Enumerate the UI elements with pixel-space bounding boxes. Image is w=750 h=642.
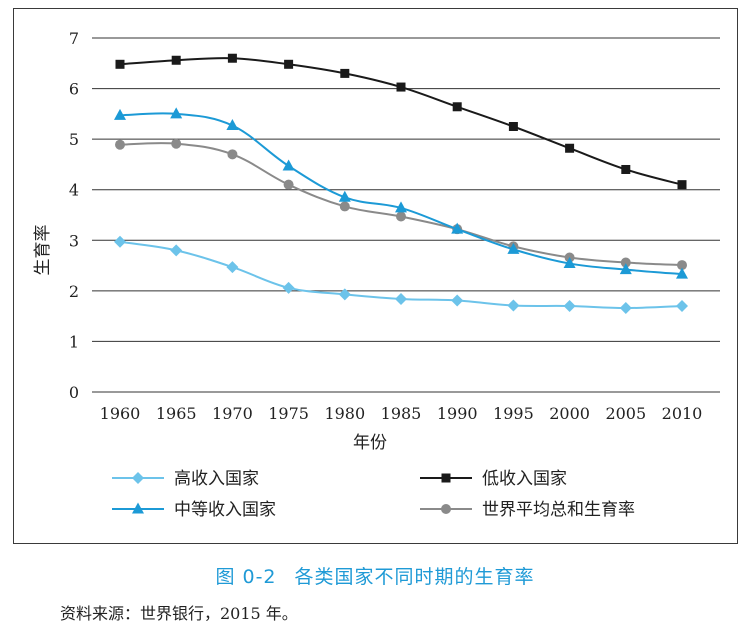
- y-tick-label: 0: [69, 383, 79, 402]
- data-point: [451, 222, 464, 234]
- series-diamond: [114, 235, 688, 315]
- data-point: [283, 179, 294, 190]
- data-point: [282, 159, 295, 171]
- figure-title: 各类国家不同时期的生育率: [294, 566, 535, 588]
- data-point: [284, 59, 294, 69]
- data-point: [565, 143, 575, 153]
- legend-item: 世界平均总和生育率: [420, 500, 635, 520]
- legend-item: 中等收入国家: [112, 500, 276, 520]
- data-point: [452, 102, 462, 112]
- x-tick-label: 1985: [381, 404, 422, 423]
- legend-label: 中等收入国家: [174, 500, 276, 520]
- data-point: [396, 82, 406, 92]
- data-point: [171, 55, 181, 65]
- x-tick-labels: 1960 1965 1970 1975 1980 1985 1990 1995 2000 2005…: [100, 404, 703, 423]
- legend-swatch-marker: [132, 472, 144, 484]
- legend-swatch-marker: [441, 473, 451, 483]
- data-point: [677, 260, 687, 271]
- series-line: [119, 112, 683, 276]
- data-point: [114, 235, 126, 248]
- x-tick-label: 1990: [437, 404, 478, 423]
- legend-label: 低收入国家: [482, 469, 567, 489]
- data-point: [340, 68, 350, 78]
- data-point: [563, 300, 576, 313]
- x-axis-title: 年份: [353, 433, 387, 453]
- x-tick-label: 2000: [549, 404, 590, 423]
- data-point: [451, 294, 464, 307]
- x-tick-label: 1960: [100, 404, 141, 423]
- source-note: 资料来源：世界银行，2015 年。: [60, 604, 298, 623]
- data-point: [170, 244, 183, 257]
- series-lines: [114, 53, 688, 315]
- figure-number: 图 0-2: [215, 566, 277, 588]
- x-tick-label: 2005: [605, 404, 646, 423]
- figure-frame: [13, 8, 738, 544]
- x-tick-label: 1965: [156, 404, 197, 423]
- data-point: [676, 300, 688, 313]
- data-point: [227, 149, 238, 160]
- y-tick-label: 3: [69, 231, 79, 250]
- y-tick-label: 1: [69, 332, 79, 351]
- data-point: [563, 257, 576, 269]
- legend-swatch-marker: [441, 504, 451, 514]
- x-tick-label: 1975: [268, 404, 309, 423]
- data-point: [619, 302, 632, 315]
- y-tick-label: 5: [69, 130, 79, 149]
- data-point: [226, 261, 239, 274]
- data-point: [395, 292, 407, 305]
- data-point: [227, 53, 237, 63]
- y-tick-label: 7: [69, 29, 79, 48]
- y-tick-label: 6: [69, 80, 79, 99]
- data-point: [395, 201, 407, 213]
- y-tick-label: 4: [69, 181, 79, 200]
- y-axis-title: 生育率: [33, 225, 53, 276]
- data-point: [338, 190, 351, 202]
- x-tick-label: 1995: [493, 404, 534, 423]
- figure-caption: 图 0-2 各类国家不同时期的生育率: [0, 562, 750, 589]
- legend-label: 高收入国家: [174, 469, 259, 489]
- data-point: [507, 299, 520, 312]
- data-point: [396, 211, 406, 222]
- data-point: [115, 59, 125, 69]
- series-line: [119, 57, 683, 186]
- x-tick-label: 2010: [662, 404, 703, 423]
- data-point: [507, 242, 520, 254]
- data-point: [508, 122, 518, 131]
- series-square: [115, 53, 687, 190]
- data-point: [170, 107, 183, 119]
- legend-item: 低收入国家: [420, 469, 567, 489]
- data-point: [676, 267, 688, 279]
- data-point: [621, 164, 631, 174]
- series-triangle: [114, 107, 688, 279]
- legend-label: 世界平均总和生育率: [482, 500, 635, 520]
- data-point: [171, 138, 182, 149]
- grid-lines: [92, 37, 720, 393]
- data-point: [677, 180, 687, 190]
- y-tick-labels: 0 1 2 3 4 5 6 7: [69, 29, 79, 402]
- x-tick-label: 1980: [324, 404, 365, 423]
- data-point: [282, 281, 295, 294]
- y-tick-label: 2: [69, 282, 79, 301]
- data-point: [619, 263, 632, 275]
- data-point: [226, 118, 239, 130]
- data-point: [620, 257, 631, 268]
- legend-item: 高收入国家: [112, 469, 259, 489]
- data-point: [338, 288, 351, 301]
- legend-swatch-marker: [132, 502, 144, 514]
- data-point: [339, 201, 350, 212]
- data-point: [114, 108, 126, 120]
- x-tick-label: 1970: [212, 404, 253, 423]
- data-point: [115, 139, 125, 150]
